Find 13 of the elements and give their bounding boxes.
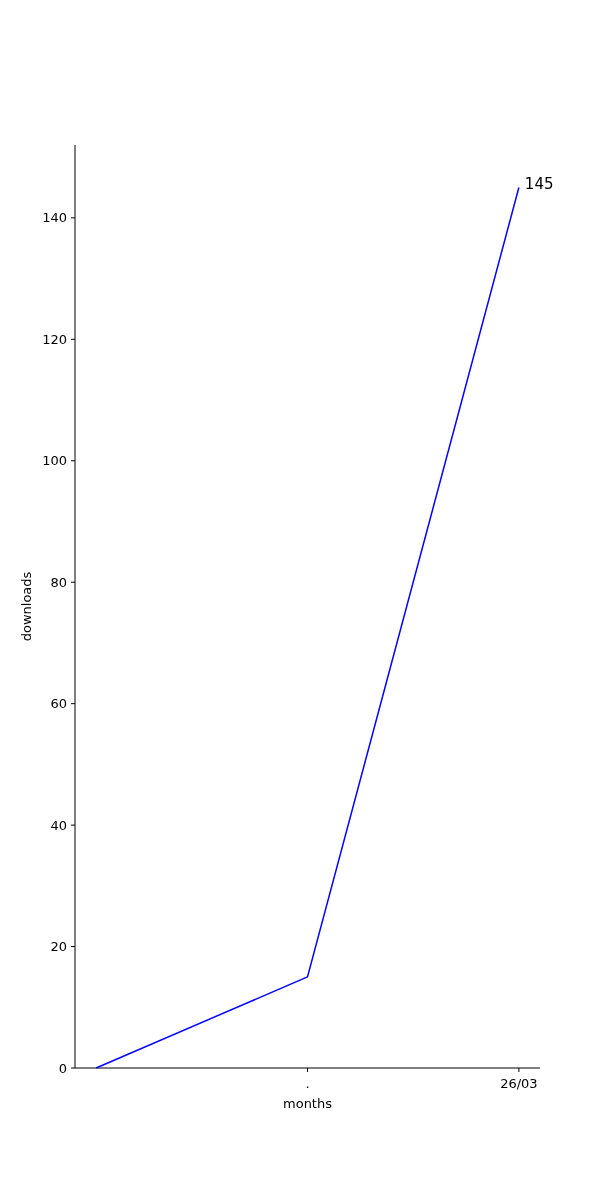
x-tick-label: .	[305, 1076, 310, 1091]
y-tick-label: 80	[50, 574, 67, 590]
y-tick-label: 140	[42, 210, 67, 226]
y-tick-label: 0	[58, 1060, 67, 1076]
y-tick-label: 120	[42, 331, 67, 347]
y-tick-label: 60	[50, 696, 67, 712]
y-tick-label: 20	[50, 939, 67, 955]
x-axis-title: months	[283, 1096, 333, 1111]
y-tick-label: 40	[50, 817, 67, 833]
data-label: 145	[524, 175, 554, 194]
y-tick-label: 100	[42, 453, 67, 469]
x-tick-label: 26/03	[500, 1076, 538, 1091]
y-axis-title: downloads	[19, 571, 34, 642]
